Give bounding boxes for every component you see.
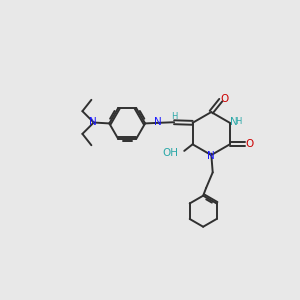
Text: H: H — [235, 117, 241, 126]
Text: O: O — [220, 94, 229, 103]
Text: H: H — [172, 112, 178, 121]
Text: N: N — [89, 117, 97, 127]
Text: O: O — [245, 139, 254, 149]
Text: N: N — [230, 117, 238, 127]
Text: N: N — [207, 151, 215, 161]
Text: N: N — [154, 117, 162, 127]
Text: OH: OH — [162, 148, 178, 158]
